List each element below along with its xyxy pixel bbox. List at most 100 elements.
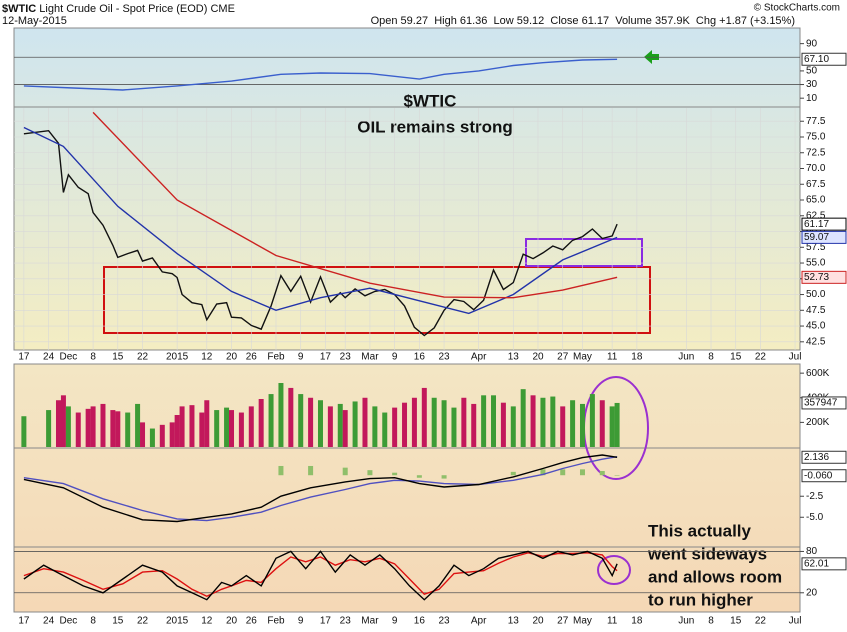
y-tick-label: 45.0 [806, 321, 826, 332]
volume-bar [214, 410, 220, 447]
y-tick-label: 30 [806, 79, 818, 90]
x-tick-label: 23 [340, 352, 352, 363]
volume-bar [268, 394, 274, 447]
value-tag-label: -0.060 [804, 470, 833, 481]
x-tick-label: 27 [557, 352, 569, 363]
y-tick-label: 62.5 [806, 210, 826, 221]
highlight-circle [597, 555, 631, 585]
series-line [23, 454, 618, 523]
x-tick-label: 27 [557, 616, 569, 627]
volume-bar [362, 397, 368, 447]
y-tick-label: 42.5 [806, 336, 826, 347]
x-tick-label: 9 [392, 352, 398, 363]
x-tick-label: Jun [678, 616, 694, 627]
x-tick-label: 2015 [166, 352, 189, 363]
volume-bar [85, 408, 91, 447]
value-tag [801, 450, 847, 464]
x-tick-label: 26 [246, 616, 258, 627]
value-tag [801, 469, 847, 483]
value-tag-label: 52.73 [804, 272, 829, 283]
histogram-bar [540, 469, 546, 476]
volume-bar [382, 412, 388, 447]
annotation: This actually [648, 521, 752, 540]
x-tick-label: 23 [340, 616, 352, 627]
volume-bar [278, 383, 284, 447]
series-line [92, 111, 618, 299]
volume-bar [199, 412, 205, 447]
series-line [23, 550, 618, 601]
volume-bar [258, 399, 264, 447]
x-tick-label: 18 [631, 352, 643, 363]
volume-bar [298, 394, 304, 447]
value-tag [801, 230, 847, 244]
volume-bar [135, 403, 141, 447]
volume-bar [327, 406, 333, 447]
x-tick-label: 17 [320, 616, 332, 627]
value-tag [801, 217, 847, 231]
x-tick-label: Dec [59, 352, 77, 363]
histogram-bar [278, 465, 284, 476]
x-tick-label: 22 [137, 352, 149, 363]
volume-bar [540, 397, 546, 447]
volume-bar [159, 424, 165, 447]
volume-bar [461, 397, 467, 447]
x-tick-label: 16 [414, 352, 426, 363]
x-tick-label: 26 [246, 352, 258, 363]
volume-bar [100, 403, 106, 447]
value-tag-label: 59.07 [804, 232, 829, 243]
volume-bar [317, 400, 323, 447]
histogram-bar [392, 472, 398, 476]
x-tick-label: Dec [59, 616, 77, 627]
x-tick-label: 15 [730, 616, 742, 627]
volume-bar [481, 395, 487, 447]
histogram-bar [441, 475, 447, 479]
value-tag-label: 67.10 [804, 54, 829, 65]
volume-bar [471, 403, 477, 447]
volume-bar [189, 405, 195, 447]
x-tick-label: Apr [471, 616, 487, 627]
volume-bar [431, 397, 437, 447]
x-tick-label: 13 [508, 352, 520, 363]
y-tick-label: -5.0 [806, 512, 824, 523]
y-tick-label: 50 [806, 66, 818, 77]
x-tick-label: 15 [730, 352, 742, 363]
x-tick-label: 23 [439, 616, 451, 627]
volume-bar [491, 395, 497, 447]
histogram-bar [579, 469, 585, 476]
annotation: to run higher [648, 590, 753, 609]
volume-bar [402, 402, 408, 447]
range-box [103, 266, 651, 334]
annotation: and allows room [648, 567, 782, 586]
volume-bar [392, 407, 398, 447]
y-tick-label: 10 [806, 93, 818, 104]
y-tick-label: 20 [806, 587, 818, 598]
volume-bar [560, 406, 566, 447]
volume-bar [248, 406, 254, 447]
volume-bar [308, 397, 314, 447]
value-tag-label: 61.17 [804, 219, 829, 230]
x-tick-label: Jun [678, 352, 694, 363]
volume-bar [352, 401, 358, 447]
volume-bar [169, 422, 175, 447]
x-tick-label: Jul [789, 352, 802, 363]
volume-bar [609, 406, 615, 447]
y-tick-label: 90 [806, 38, 818, 49]
y-tick-label: -2.5 [806, 491, 824, 502]
volume-bar [411, 397, 417, 447]
x-tick-label: 11 [607, 616, 618, 627]
annotation: OIL remains strong [357, 117, 513, 136]
x-tick-label: Jul [789, 616, 802, 627]
value-tag [801, 557, 847, 571]
y-tick-label: 77.5 [806, 116, 826, 127]
date: 12-May-2015 [2, 15, 67, 27]
x-tick-label: 20 [226, 352, 238, 363]
histogram-bar [599, 471, 605, 476]
volume-bar [110, 410, 116, 447]
y-tick-label: 50.0 [806, 289, 826, 300]
volume-bar [579, 403, 585, 447]
y-tick-label: 70.0 [806, 163, 826, 174]
histogram-bar [308, 465, 314, 476]
volume-bar [599, 400, 605, 447]
x-tick-label: 8 [90, 352, 96, 363]
